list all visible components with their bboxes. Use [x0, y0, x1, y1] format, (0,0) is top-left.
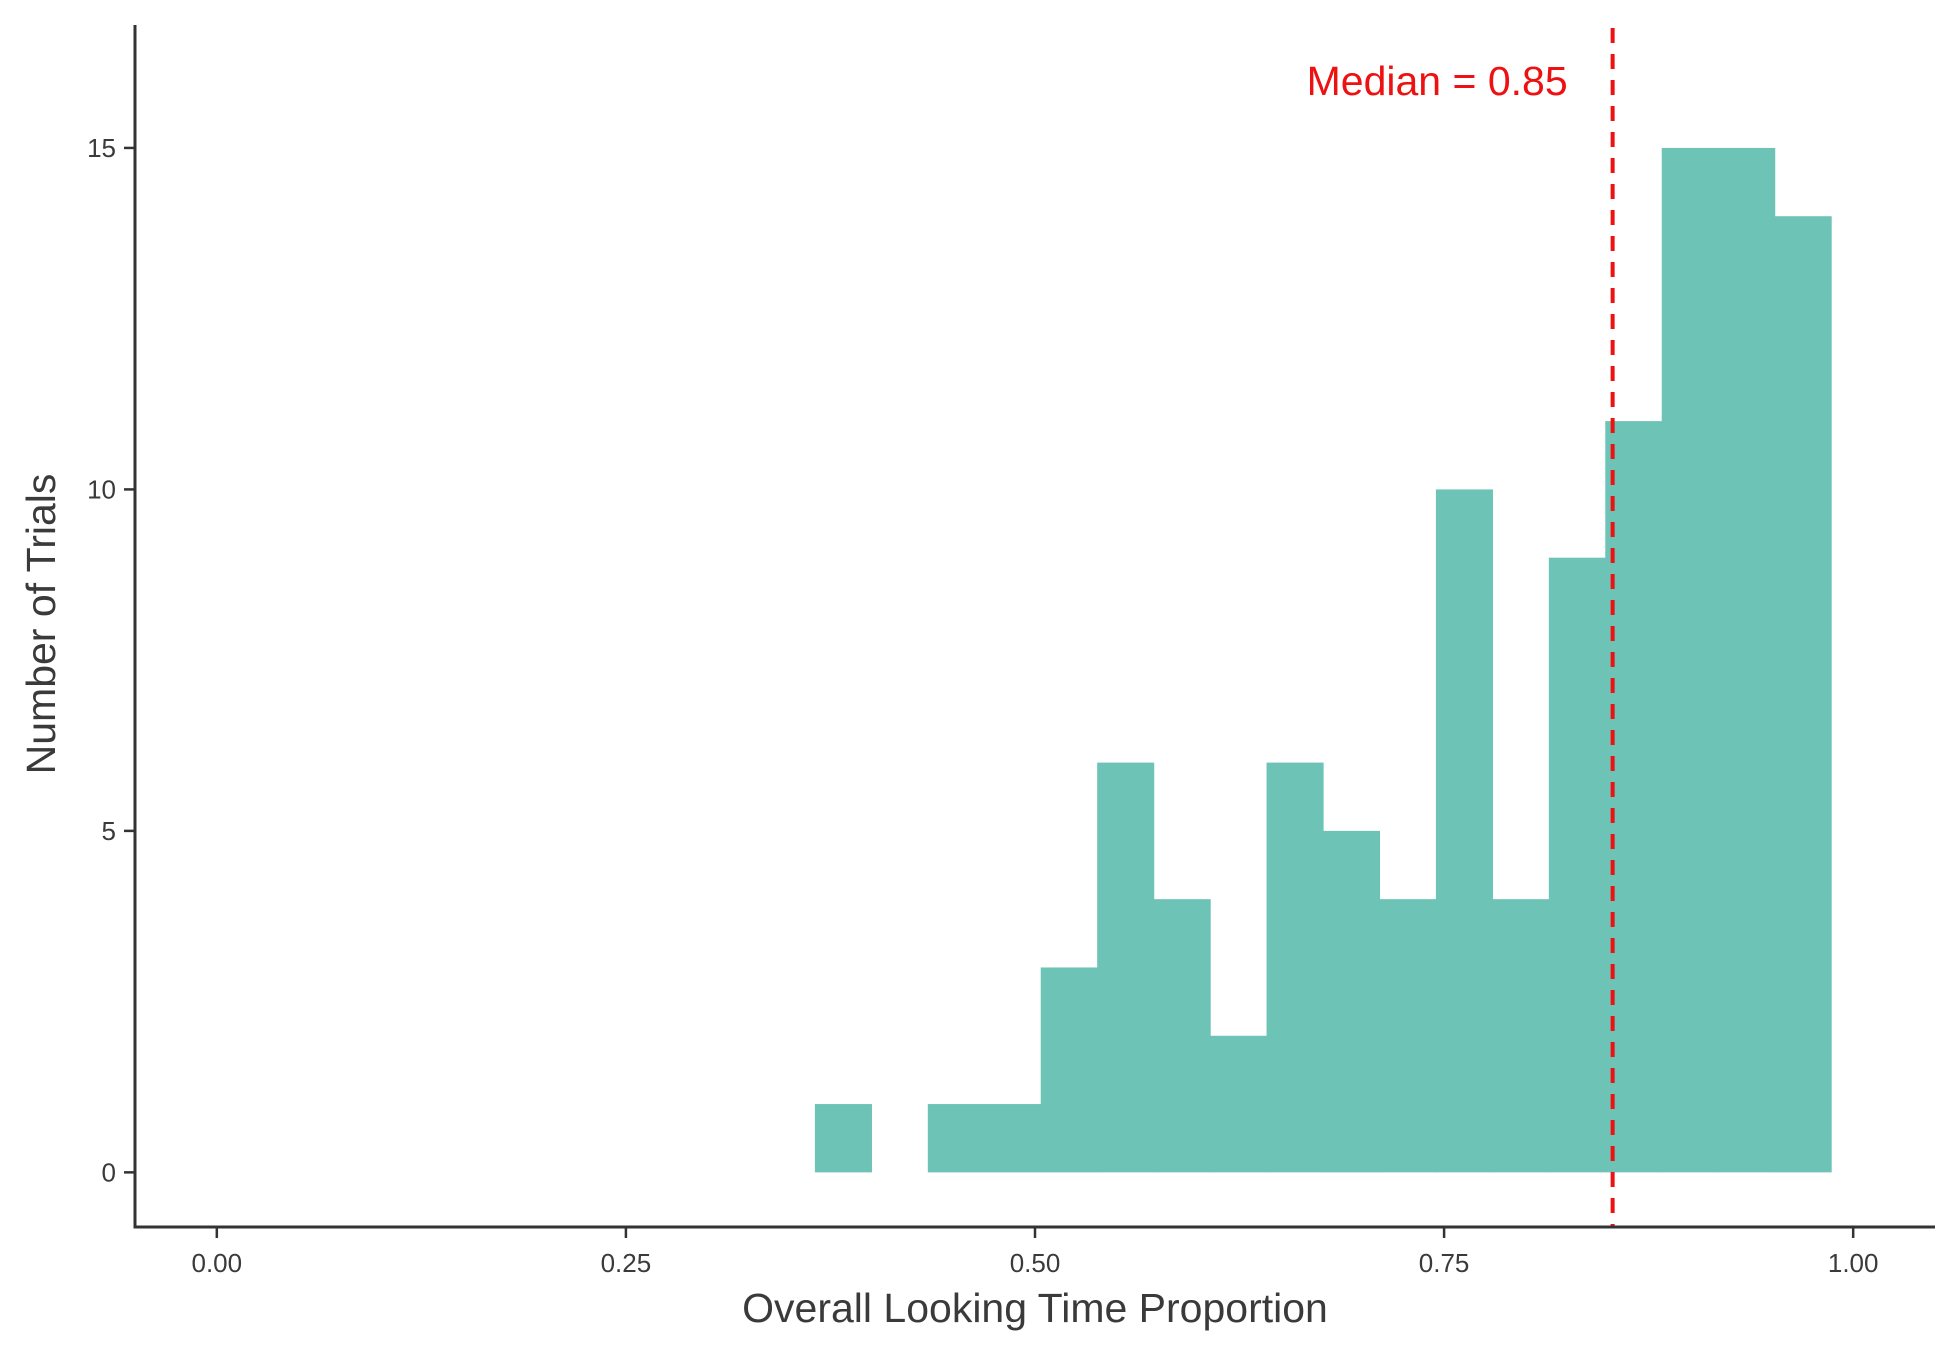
- histogram-bar-12: [1492, 899, 1550, 1173]
- x-tick-label-2: 0.50: [1010, 1248, 1061, 1278]
- median-label: Median = 0.85: [1307, 58, 1568, 104]
- histogram-bar-14: [1605, 421, 1663, 1173]
- x-tick-label-3: 0.75: [1419, 1248, 1470, 1278]
- axes: 0.00 0.25 0.50 0.75 1.00 0 5 10 15: [87, 25, 1935, 1278]
- histogram-bar-6: [1153, 899, 1211, 1173]
- y-axis-title: Number of Trials: [18, 474, 64, 775]
- histogram-bar-0: [814, 1104, 872, 1173]
- y-tick-label-1: 5: [102, 816, 116, 846]
- y-tick-label-0: 0: [102, 1157, 116, 1187]
- histogram-bars: [814, 147, 1832, 1173]
- x-tick-label-0: 0.00: [192, 1248, 243, 1278]
- histogram-bar-8: [1266, 762, 1324, 1173]
- histogram-bar-11: [1435, 489, 1493, 1173]
- histogram-bar-4: [1040, 967, 1098, 1173]
- histogram-bar-5: [1097, 762, 1155, 1173]
- histogram-bar-3: [984, 1104, 1042, 1173]
- histogram-bar-17: [1774, 216, 1832, 1173]
- median-annotation: Median = 0.85: [1307, 28, 1615, 1227]
- histogram-bar-2: [927, 1104, 985, 1173]
- x-tick-label-1: 0.25: [601, 1248, 652, 1278]
- histogram-bar-15: [1661, 147, 1719, 1173]
- histogram-bar-9: [1323, 830, 1381, 1173]
- y-tick-label-2: 10: [87, 474, 116, 504]
- x-tick-label-4: 1.00: [1828, 1248, 1879, 1278]
- histogram-bar-7: [1210, 1035, 1268, 1173]
- x-axis-title: Overall Looking Time Proportion: [742, 1285, 1328, 1331]
- y-tick-label-3: 15: [87, 133, 116, 163]
- histogram-bar-13: [1548, 557, 1606, 1173]
- histogram-bar-16: [1718, 147, 1776, 1173]
- histogram-bar-10: [1379, 899, 1437, 1173]
